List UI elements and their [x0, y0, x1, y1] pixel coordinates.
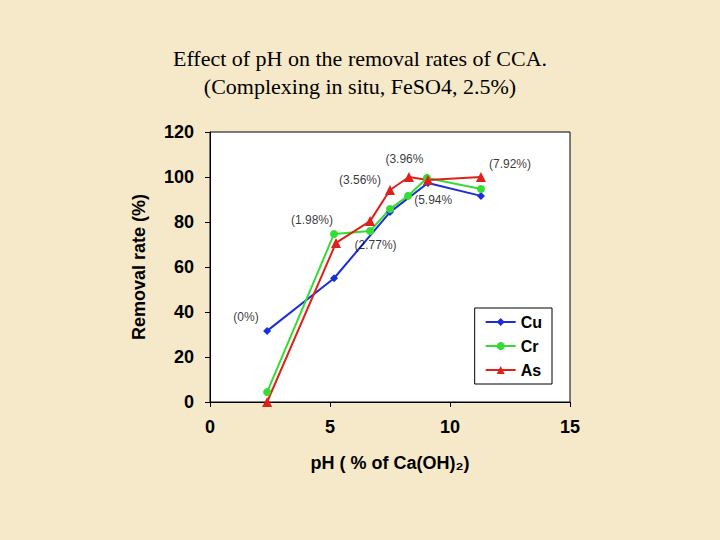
svg-text:(3.96%: (3.96%	[385, 152, 423, 166]
svg-text:As: As	[521, 362, 542, 379]
svg-text:15: 15	[560, 417, 580, 437]
svg-text:pH ( % of Ca(OH)₂): pH ( % of Ca(OH)₂)	[311, 453, 470, 473]
svg-text:Effect of pH on the removal ra: Effect of pH on the removal rates of CCA…	[173, 46, 547, 71]
svg-text:Cu: Cu	[521, 314, 542, 331]
svg-text:120: 120	[164, 122, 194, 142]
svg-text:60: 60	[174, 257, 194, 277]
svg-text:(Complexing in situ, FeSO4, 2.: (Complexing in situ, FeSO4, 2.5%)	[204, 74, 516, 99]
svg-text:(1.98%): (1.98%)	[291, 213, 333, 227]
svg-text:(7.92%): (7.92%)	[489, 157, 531, 171]
svg-text:(3.56%): (3.56%)	[339, 173, 381, 187]
svg-text:(5.94%: (5.94%	[414, 193, 452, 207]
svg-text:100: 100	[164, 167, 194, 187]
svg-text:20: 20	[174, 347, 194, 367]
svg-text:Cr: Cr	[521, 338, 539, 355]
svg-text:0: 0	[184, 392, 194, 412]
svg-text:5: 5	[325, 417, 335, 437]
svg-text:Removal rate (%): Removal rate (%)	[129, 194, 149, 340]
svg-text:(2.77%): (2.77%)	[355, 238, 397, 252]
svg-text:0: 0	[205, 417, 215, 437]
svg-text:80: 80	[174, 212, 194, 232]
svg-text:(0%): (0%)	[233, 310, 258, 324]
svg-text:40: 40	[174, 302, 194, 322]
svg-text:10: 10	[440, 417, 460, 437]
